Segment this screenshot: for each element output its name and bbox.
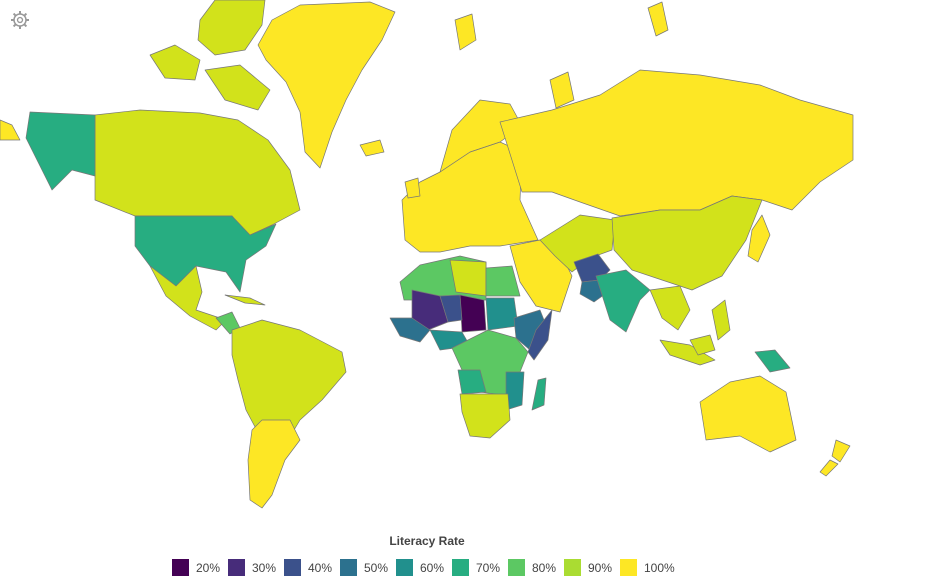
region	[389, 317, 431, 343]
legend-swatch	[564, 559, 581, 576]
region	[499, 69, 854, 217]
legend-item[interactable]: 50%	[340, 559, 388, 576]
legend-label: 70%	[476, 561, 500, 575]
region	[25, 111, 96, 191]
region	[457, 369, 487, 395]
region	[459, 294, 487, 333]
gear-hub	[16, 16, 24, 24]
region	[454, 13, 477, 51]
legend-swatch	[452, 559, 469, 576]
legend-label: 80%	[532, 561, 556, 575]
region	[659, 339, 716, 366]
region	[411, 289, 449, 331]
legend-label: 90%	[588, 561, 612, 575]
legend-item[interactable]: 70%	[452, 559, 500, 576]
region	[0, 119, 21, 141]
region	[257, 1, 396, 169]
legend-title: Literacy Rate	[389, 534, 465, 548]
region	[231, 319, 347, 446]
region	[595, 269, 651, 333]
settings-button[interactable]	[11, 11, 29, 29]
region	[527, 309, 553, 361]
legend-item[interactable]: 100%	[620, 559, 675, 576]
region	[539, 214, 616, 273]
world-map	[0, 0, 854, 509]
legend-label: 30%	[252, 561, 276, 575]
region	[439, 99, 523, 173]
region	[831, 439, 851, 463]
region	[485, 265, 521, 297]
region	[754, 349, 791, 373]
legend-item[interactable]: 20%	[172, 559, 220, 576]
region	[149, 44, 201, 81]
legend-swatch	[228, 559, 245, 576]
region	[439, 294, 463, 323]
legend-swatch	[396, 559, 413, 576]
region	[747, 214, 771, 263]
legend-item[interactable]: 80%	[508, 559, 556, 576]
legend-item[interactable]: 60%	[396, 559, 444, 576]
region	[711, 299, 731, 341]
legend-swatch	[172, 559, 189, 576]
region	[649, 285, 691, 331]
region	[819, 459, 839, 477]
legend-swatch	[508, 559, 525, 576]
legend-label: 50%	[364, 561, 388, 575]
legend: 20% 30% 40% 50% 60% 70% 80% 90% 100%	[172, 559, 675, 576]
region	[224, 294, 266, 306]
legend-label: 20%	[196, 561, 220, 575]
region	[459, 393, 511, 439]
region	[359, 139, 385, 157]
legend-label: 60%	[420, 561, 444, 575]
legend-label: 100%	[644, 561, 675, 575]
region	[449, 259, 487, 297]
region	[689, 334, 716, 356]
legend-swatch	[340, 559, 357, 576]
region	[531, 377, 547, 411]
region	[247, 419, 301, 509]
legend-swatch	[284, 559, 301, 576]
legend-item[interactable]: 40%	[284, 559, 332, 576]
region	[485, 297, 519, 331]
region	[204, 64, 271, 111]
legend-item[interactable]: 90%	[564, 559, 612, 576]
region	[699, 375, 797, 453]
region	[197, 0, 266, 56]
legend-swatch	[620, 559, 637, 576]
region	[404, 177, 421, 199]
region	[647, 1, 669, 37]
gear-teeth	[11, 11, 29, 29]
legend-label: 40%	[308, 561, 332, 575]
region	[149, 265, 227, 331]
legend-item[interactable]: 30%	[228, 559, 276, 576]
region	[549, 71, 575, 109]
region	[611, 195, 763, 291]
